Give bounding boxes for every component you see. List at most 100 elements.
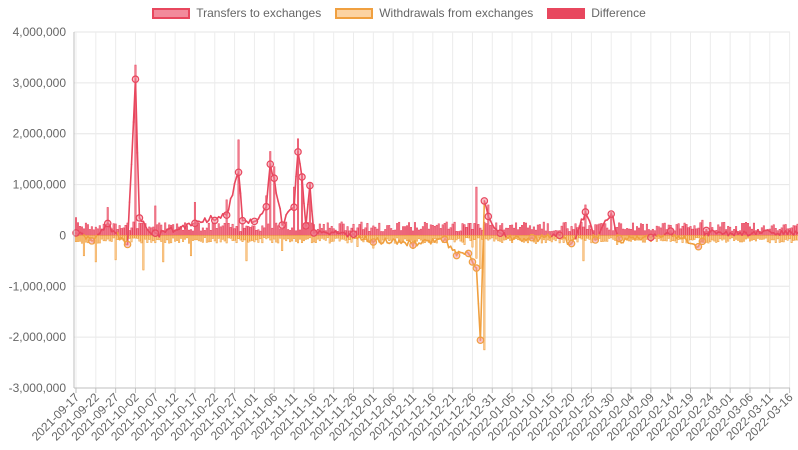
transfers-bar [88,229,91,236]
withdrawals-bar [794,235,797,241]
transfers-bar [770,225,773,236]
transfers-bar [639,223,642,236]
withdrawals-bar [227,235,230,239]
transfers-bar [489,224,492,236]
withdrawals-bar [322,235,325,240]
difference-point [468,258,477,266]
withdrawals-bar [392,235,395,239]
withdrawals-bar [731,235,734,239]
difference-segment [293,175,297,209]
withdrawals-bar [108,235,111,242]
difference-point [480,197,489,205]
withdrawals-bar [612,235,615,240]
difference-point [278,221,286,229]
withdrawals-bar [576,235,579,243]
transfers-bar [693,225,696,236]
withdrawals-bar [334,235,337,239]
transfers-bar [507,227,510,236]
difference-segment [98,228,103,235]
withdrawals-bar [316,235,319,240]
transfers-bar [596,224,599,236]
withdrawals-bar [201,235,204,243]
withdrawals-bar [186,235,189,239]
transfers-bar [229,227,232,236]
withdrawals-bar [792,235,795,241]
withdrawals-bar [160,235,163,242]
transfers-bar [475,186,478,236]
transfers-bar [572,229,575,236]
transfers-bar [687,227,690,236]
legend-item-difference[interactable]: Difference [547,6,646,20]
transfers-bar [439,228,442,236]
transfers-bar [608,229,611,236]
legend-item-transfers[interactable]: Transfers to exchanges [152,6,321,20]
transfers-bar [205,227,208,236]
withdrawals-bar [689,235,692,240]
legend-label-difference: Difference [591,6,646,20]
withdrawals-bar [586,235,589,239]
transfers-bar [469,222,472,236]
transfers-bar [717,224,720,236]
transfers-bar [396,223,399,236]
withdrawals-bar [705,235,708,243]
transfers-bar [330,225,333,236]
transfers-bar [628,228,631,236]
withdrawals-bar [721,235,724,241]
legend-item-withdrawals[interactable]: Withdrawals from exchanges [335,6,533,20]
transfers-bar [394,229,397,236]
withdrawals-bar [741,235,744,243]
withdrawals-bar [479,235,482,269]
transfers-bar [223,222,226,236]
withdrawals-bar [78,235,81,242]
transfers-bar [318,223,321,236]
y-tick-label: 0 [59,228,66,242]
transfers-bar [477,224,480,236]
withdrawals-bar [189,235,192,257]
transfers-bar [528,225,531,236]
difference-point [262,202,271,211]
difference-segment [126,201,131,246]
withdrawals-bar [94,235,97,263]
withdrawals-bar [251,235,254,241]
difference-segment [564,237,569,245]
difference-point [702,226,711,235]
transfers-bar [505,227,508,236]
withdrawals-bar [764,235,767,239]
y-tick-label: -2,000,000 [9,330,67,344]
transfers-bar [626,228,629,236]
difference-segment [130,121,135,166]
transfers-bar [675,224,678,236]
transfers-bar [251,225,254,236]
difference-point [234,168,243,177]
withdrawals-bar [697,235,700,239]
withdrawals-bar [719,235,722,240]
withdrawals-bar [737,235,740,241]
transfers-bar [384,229,387,236]
difference-point [103,219,112,228]
transfers-bar [259,230,262,236]
withdrawals-bar [562,235,565,243]
transfers-bar [281,228,284,236]
withdrawals-bar [735,235,738,240]
difference-segment [239,192,244,222]
difference-point [290,203,298,212]
transfers-bar [275,222,278,236]
withdrawals-bar [306,235,309,240]
transfers-bar [247,226,250,236]
difference-point [349,230,358,238]
difference-point [484,212,493,221]
difference-segment [301,176,305,205]
withdrawals-bar [766,235,769,243]
withdrawals-bar [427,235,430,243]
withdrawals-bar [310,235,313,244]
difference-point [88,237,96,245]
transfers-bar [122,227,125,236]
difference-segment [598,227,603,235]
withdrawals-bar [279,235,282,239]
withdrawals-bar [150,235,153,243]
transfers-bar [419,228,422,236]
transfers-bar [211,223,214,236]
transfers-bar [622,228,625,236]
withdrawals-bar [457,235,460,239]
